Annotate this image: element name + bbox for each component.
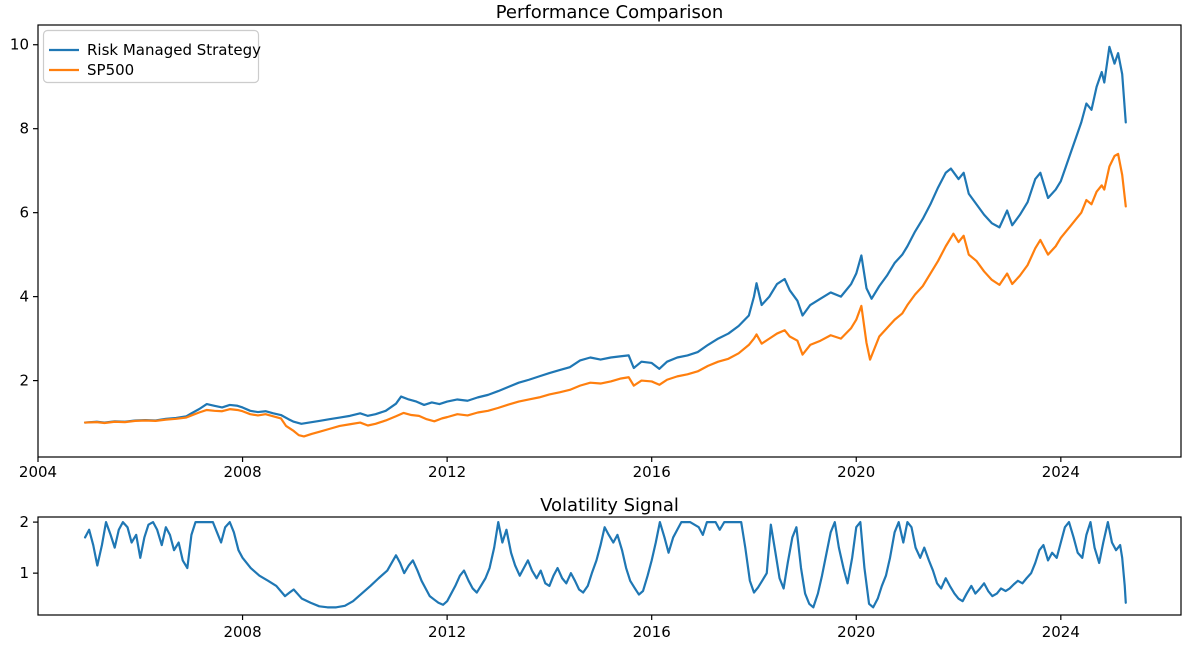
y-tick-label: 2 <box>19 513 29 531</box>
series-line-sp500 <box>83 152 1127 438</box>
x-tick-label: 2020 <box>837 623 875 641</box>
x-tick-label: 2008 <box>223 623 261 641</box>
y-tick-label: 6 <box>19 204 29 222</box>
x-tick-label: 2024 <box>1042 623 1080 641</box>
x-tick-label: 2020 <box>837 463 875 481</box>
x-tick-label: 2016 <box>633 623 671 641</box>
legend-label-sp500: SP500 <box>87 61 134 79</box>
volatility-series <box>83 521 1127 609</box>
performance-x-axis: 2004 2008 2012 2016 2020 2024 <box>19 457 1080 481</box>
performance-series <box>83 45 1127 438</box>
volatility-title: Volatility Signal <box>540 495 679 516</box>
y-tick-label: 1 <box>19 564 29 582</box>
performance-y-axis: 2 4 6 8 10 <box>10 36 38 390</box>
performance-axes: Performance Comparison 2004 2008 2012 2016 2… <box>10 2 1182 481</box>
x-tick-label: 2012 <box>428 623 466 641</box>
x-tick-label: 2024 <box>1042 463 1080 481</box>
y-tick-label: 8 <box>19 120 29 138</box>
volatility-x-axis: 2008 2012 2016 2020 2024 <box>223 615 1080 641</box>
legend-label-risk-managed: Risk Managed Strategy <box>87 41 261 59</box>
series-line-volatility-signal <box>83 521 1127 609</box>
performance-plot-border <box>37 24 1182 458</box>
y-tick-label: 4 <box>19 288 29 306</box>
legend-box <box>42 29 260 84</box>
x-tick-label: 2008 <box>223 463 261 481</box>
x-tick-label: 2012 <box>428 463 466 481</box>
y-tick-label: 2 <box>19 372 29 390</box>
y-tick-label: 10 <box>10 36 29 54</box>
series-line-risk-managed-strategy <box>83 45 1127 425</box>
performance-title: Performance Comparison <box>496 2 724 23</box>
volatility-plot-border <box>37 516 1182 616</box>
x-tick-label: 2004 <box>19 463 57 481</box>
x-tick-label: 2016 <box>633 463 671 481</box>
volatility-y-axis: 12 <box>19 513 38 582</box>
volatility-axes: Volatility Signal 2008 2012 2016 2020 2024 1… <box>19 495 1182 641</box>
legend: Risk Managed Strategy SP500 <box>42 29 261 84</box>
